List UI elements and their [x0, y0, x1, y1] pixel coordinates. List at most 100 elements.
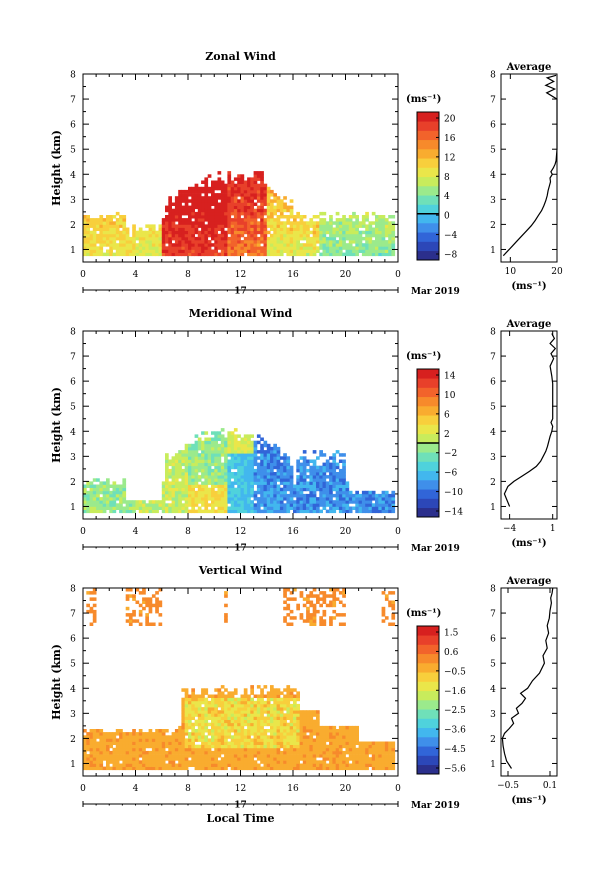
- field-cell: [332, 493, 337, 498]
- field-cell: [83, 738, 87, 742]
- field-cell: [329, 481, 333, 485]
- field-cell: [273, 763, 277, 767]
- field-cell: [378, 236, 382, 241]
- field-cell: [201, 497, 205, 501]
- field-cell: [230, 456, 235, 460]
- field-cell: [296, 713, 300, 717]
- field-cell: [247, 509, 251, 514]
- field-cell: [286, 606, 291, 611]
- field-cell: [253, 249, 258, 253]
- field-cell: [286, 597, 291, 601]
- field-cell: [322, 236, 327, 241]
- field-cell: [378, 763, 382, 767]
- field-cell: [128, 622, 133, 626]
- field-cell: [279, 497, 284, 501]
- field-cell: [375, 240, 379, 244]
- field-cell: [319, 243, 323, 247]
- field-cell: [89, 481, 94, 485]
- field-cell: [371, 757, 376, 761]
- field-cell: [378, 249, 382, 253]
- field-cell: [181, 763, 186, 767]
- field-cell: [247, 240, 251, 244]
- field-cell: [142, 233, 146, 238]
- field-cell: [211, 224, 215, 228]
- field-cell: [250, 224, 254, 228]
- field-cell: [188, 236, 192, 241]
- field-cell: [355, 757, 359, 761]
- field-cell: [302, 744, 307, 749]
- field-cell: [227, 431, 232, 435]
- field-cell: [207, 747, 212, 752]
- field-cell: [83, 757, 87, 761]
- field-cell: [299, 735, 304, 739]
- field-cell: [243, 744, 248, 749]
- field-cell: [142, 240, 146, 244]
- field-cell: [155, 600, 159, 604]
- field-cell: [220, 233, 225, 238]
- field-cell: [188, 735, 192, 739]
- field-cell: [119, 252, 123, 257]
- field-cell: [332, 472, 337, 476]
- field-cell: [378, 233, 382, 238]
- field-cell: [358, 750, 363, 755]
- field-cell: [329, 616, 333, 620]
- field-cell: [306, 221, 310, 225]
- field-cell: [335, 760, 340, 764]
- field-cell: [263, 189, 268, 194]
- field-cell: [197, 230, 202, 235]
- field-cell: [325, 500, 330, 504]
- field-cell: [191, 484, 195, 488]
- field-cell: [312, 763, 317, 767]
- field-cell: [342, 475, 346, 479]
- field-cell: [319, 503, 323, 507]
- field-cell: [233, 224, 238, 228]
- field-cell: [279, 465, 284, 470]
- field-cell: [233, 760, 238, 764]
- field-cell: [378, 252, 382, 257]
- field-cell: [197, 744, 202, 749]
- field-cell: [247, 218, 251, 222]
- field-cell: [247, 450, 251, 454]
- field-cell: [243, 221, 248, 225]
- field-cell: [296, 215, 300, 219]
- field-cell: [322, 211, 327, 216]
- field-cell: [92, 609, 97, 614]
- field-cell: [240, 481, 245, 485]
- field-cell: [312, 487, 317, 492]
- field-cell: [211, 493, 215, 498]
- field-cell: [217, 713, 222, 717]
- field-cell: [174, 741, 179, 745]
- field-cell: [191, 697, 195, 702]
- field-cell: [138, 766, 143, 771]
- field-cell: [296, 459, 300, 463]
- field-cell: [201, 462, 205, 467]
- field-cell: [286, 465, 291, 470]
- field-cell: [138, 500, 143, 504]
- field-cell: [358, 503, 363, 507]
- field-cell: [253, 450, 258, 454]
- field-cell: [220, 443, 225, 448]
- field-cell: [119, 509, 123, 514]
- field-cell: [83, 227, 87, 231]
- field-cell: [211, 506, 215, 510]
- field-cell: [201, 186, 205, 191]
- field-cell: [96, 497, 100, 501]
- field-cell: [99, 224, 104, 228]
- field-cell: [233, 707, 238, 711]
- field-cell: [296, 710, 300, 714]
- field-cell: [214, 484, 218, 488]
- field-cell: [178, 509, 182, 514]
- field-cell: [260, 484, 264, 488]
- field-cell: [335, 493, 340, 498]
- field-cell: [86, 747, 90, 752]
- field-cell: [299, 757, 304, 761]
- field-cell: [184, 199, 189, 203]
- field-cell: [197, 475, 202, 479]
- field-cell: [106, 215, 110, 219]
- field-cell: [240, 208, 245, 213]
- field-cell: [135, 754, 140, 758]
- field-cell: [332, 757, 337, 761]
- field-cell: [135, 735, 140, 739]
- field-cell: [191, 741, 195, 745]
- field-cell: [106, 243, 110, 247]
